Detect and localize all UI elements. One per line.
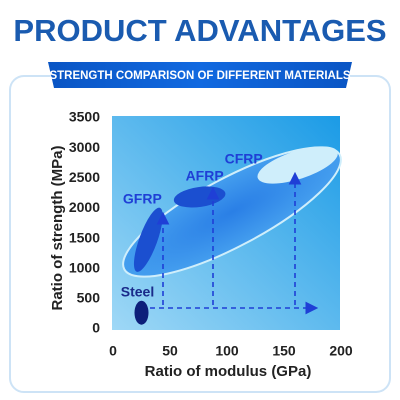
x-tick-label: 150: [272, 343, 296, 359]
region: [134, 300, 149, 325]
region-label: CFRP: [225, 151, 263, 167]
y-tick-label: 3000: [69, 139, 100, 155]
region: [257, 146, 338, 184]
region-label: GFRP: [123, 190, 162, 206]
y-tick-label: 2000: [69, 199, 100, 215]
y-tick-label: 2500: [69, 169, 100, 185]
y-tick-label: 1500: [69, 229, 100, 245]
y-tick-label: 0: [92, 320, 100, 336]
y-tick-label: 3500: [69, 109, 100, 125]
banner: [48, 62, 352, 88]
y-axis-label: Ratio of strength (MPa): [49, 146, 66, 311]
region-label: AFRP: [186, 168, 224, 184]
y-tick-label: 1000: [69, 259, 100, 275]
x-tick-label: 50: [162, 343, 178, 359]
region-label: Steel: [121, 283, 154, 299]
y-tick-label: 500: [77, 290, 101, 306]
x-axis-label: Ratio of modulus (GPa): [145, 363, 312, 380]
x-tick-label: 200: [329, 343, 353, 359]
x-tick-label: 100: [215, 343, 239, 359]
subtitle: STRENGTH COMPARISON OF DIFFERENT MATERIA…: [49, 70, 350, 82]
x-tick-label: 0: [109, 343, 117, 359]
title: PRODUCT ADVANTAGES: [13, 13, 386, 48]
region: [133, 207, 163, 272]
